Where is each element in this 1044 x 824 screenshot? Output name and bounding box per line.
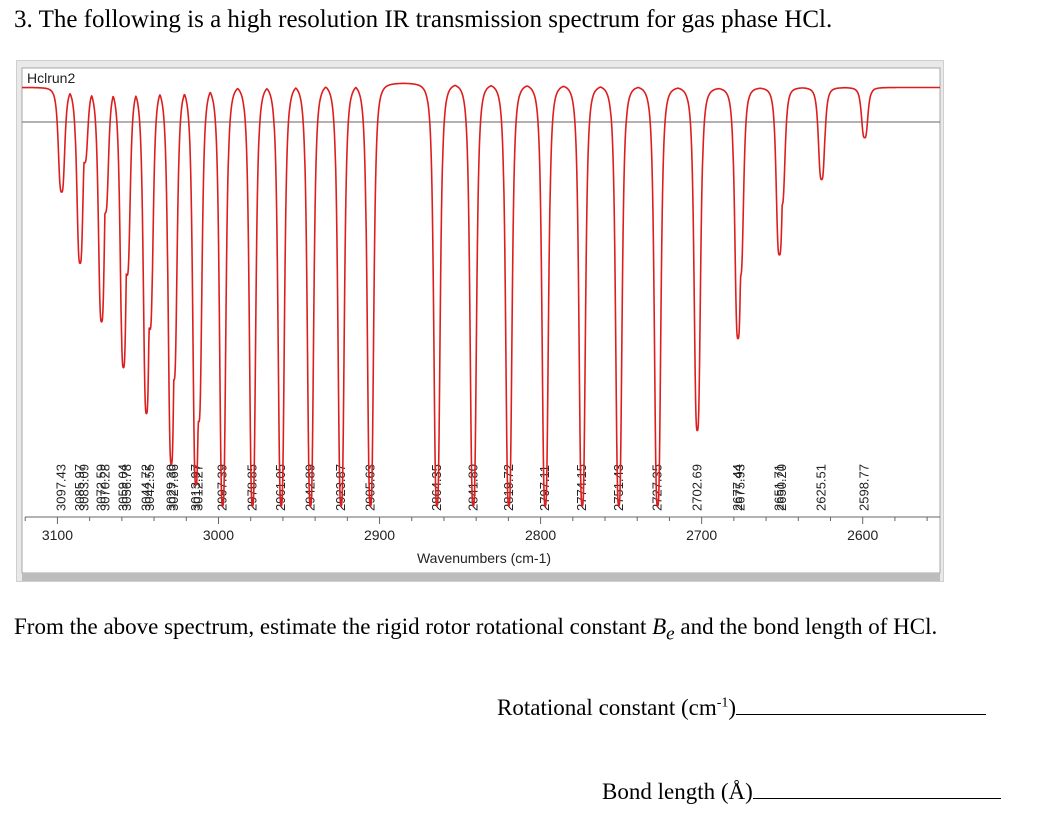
peak-label: 3012.27 [191,464,206,511]
peak-label: 3083.09 [77,464,92,511]
peak-label: 2923.87 [333,464,348,511]
peak-label: 2751.43 [611,464,626,511]
bond-length-label: Bond length (Å) [602,779,753,804]
peak-label: 3027.66 [166,464,181,511]
peak-label: 3029.30 [163,464,178,511]
spectrum-trace [21,82,941,507]
symbol-subscript: e [666,623,675,645]
peak-label: 3097.43 [54,464,69,511]
rotational-constant-blank[interactable] [736,694,987,715]
peak-label: 3056.78 [119,464,134,511]
spectrum-figure: Hclrun2 3100 3000 2900 2800 2700 2600 3097.43… [16,60,944,582]
peak-label: 3013.97 [188,464,203,511]
question-number: 3. [14,6,33,33]
peak-label: 2702.69 [689,464,704,511]
peak-label: 3059.04 [115,464,130,511]
question-heading: 3. The following is a high resolution IR… [14,6,832,34]
question-text: The following is a high resolution IR tr… [38,6,833,33]
peak-label: 3042.55 [142,464,157,511]
rotational-constant-unit-sup: -1 [716,695,729,711]
scrollbar-track[interactable] [22,573,940,581]
plot-area [21,67,941,574]
x-tick-label: 2800 [525,527,556,543]
peak-label: 2625.51 [814,464,829,511]
x-tick-label: 3100 [42,527,73,543]
rotational-constant-close: ) [728,695,737,720]
prompt-text-after: and the bond length of HCl. [674,614,938,639]
spectrum-chart: Hclrun2 3100 3000 2900 2800 2700 2600 3097.43… [21,67,941,581]
x-tick-label: 2900 [364,527,395,543]
peak-label: 2650.20 [774,464,789,511]
symbol-b: B [652,614,667,639]
peak-label: 2727.35 [650,464,665,511]
peak-label: 2905.63 [363,464,378,511]
peak-label: 3070.28 [97,464,112,511]
x-tick-label: 2700 [686,527,717,543]
peak-label: 2675.93 [732,464,747,511]
peak-label: 3044.72 [139,464,154,511]
x-ticks: 3100 3000 2900 2800 2700 2600 [24,517,928,543]
peak-label: 2942.89 [303,464,318,511]
peak-label: 2677.44 [730,464,745,511]
prompt-text-before: From the above spectrum, estimate the ri… [14,614,653,639]
chart-title: Hclrun2 [27,70,75,86]
peak-label: 2997.39 [215,464,230,511]
bond-length-blank[interactable] [752,778,1001,799]
bond-length-row: Bond length (Å) [602,778,1001,805]
peak-label: 3072.59 [94,464,109,511]
peak-label: 2864.35 [429,464,444,511]
rotational-constant-row: Rotational constant (cm-1) [497,694,987,721]
peak-label: 2651.71 [771,464,786,511]
peak-label: 2598.77 [857,464,872,511]
question-prompt: From the above spectrum, estimate the ri… [14,614,1024,647]
peak-label: 2841.80 [465,464,480,511]
x-tick-label: 2600 [847,527,878,543]
x-tick-label: 3000 [203,527,234,543]
peak-label: 3085.97 [72,464,87,511]
x-axis-label: Wavenumbers (cm-1) [417,550,551,566]
rotational-constant-label: Rotational constant (cm [497,695,717,720]
